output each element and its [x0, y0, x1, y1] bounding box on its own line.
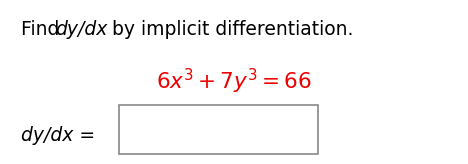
Text: by implicit differentiation.: by implicit differentiation. [106, 20, 353, 39]
Text: Find: Find [21, 20, 66, 39]
Text: dy/dx =: dy/dx = [21, 126, 95, 145]
Text: $6x^3 + 7y^3 = 66$: $6x^3 + 7y^3 = 66$ [156, 66, 312, 96]
Bar [119, 105, 318, 154]
Text: dy/dx: dy/dx [55, 20, 108, 39]
